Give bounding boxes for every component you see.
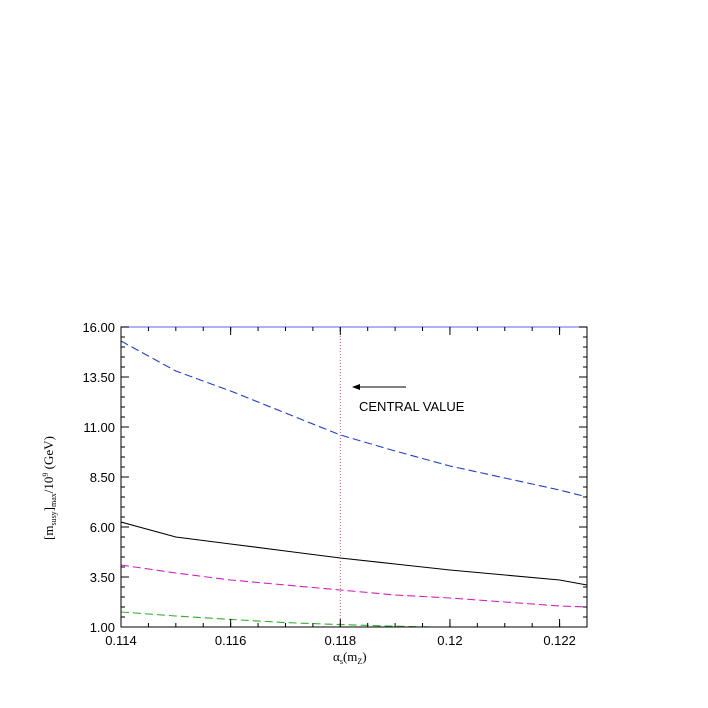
annotation-arrow-head xyxy=(352,384,360,390)
x-tick-label: 0.114 xyxy=(105,633,137,648)
y-tick-label: 1.00 xyxy=(90,620,115,635)
y-tick-label: 3.50 xyxy=(90,570,115,585)
x-tick-label: 0.12 xyxy=(437,633,462,648)
x-tick-label: 0.118 xyxy=(325,633,357,648)
y-axis-label: [msusy]max/109 (GeV) xyxy=(41,436,58,540)
annotation-text: CENTRAL VALUE xyxy=(359,399,465,414)
x-tick-label: 0.122 xyxy=(543,633,576,648)
x-axis-ticks: 0.114 0.116 0.118 0.12 0.122 xyxy=(105,327,588,648)
y-tick-label: 8.50 xyxy=(90,470,115,485)
y-tick-label: 6.00 xyxy=(90,520,115,535)
x-axis-label: αs(mZ) xyxy=(333,649,367,666)
x-tick-label: 0.116 xyxy=(215,633,247,648)
series-line-2 xyxy=(121,521,587,586)
y-axis-ticks: 1.00 3.50 6.00 8.50 11.00 13.50 16.00 xyxy=(82,320,587,635)
series-line-1 xyxy=(121,340,587,498)
series-line-4 xyxy=(121,611,450,627)
y-tick-label: 11.00 xyxy=(83,420,115,435)
series-layer xyxy=(121,340,587,627)
plot-frame xyxy=(120,326,588,628)
y-tick-label: 16.00 xyxy=(82,320,115,335)
series-line-3 xyxy=(121,564,587,608)
y-tick-label: 13.50 xyxy=(82,370,115,385)
